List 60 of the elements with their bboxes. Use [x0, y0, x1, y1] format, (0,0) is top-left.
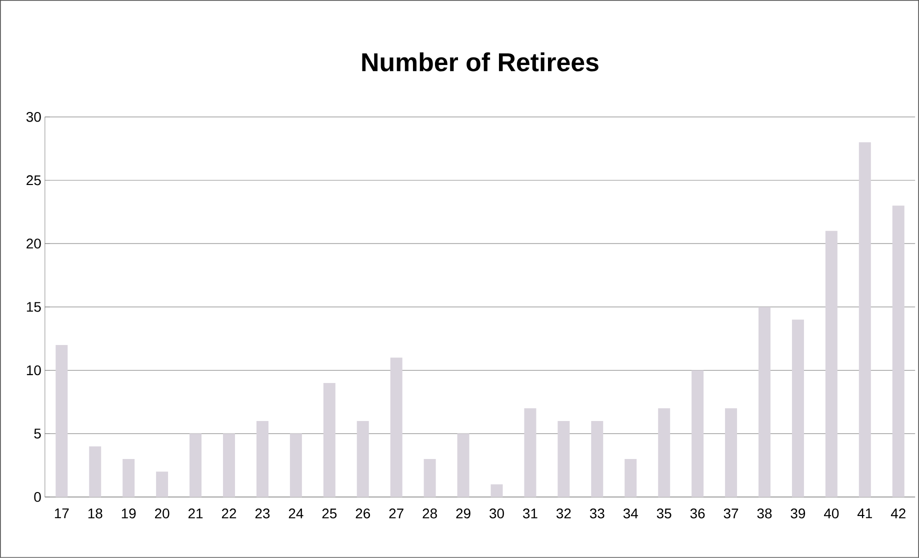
bar [524, 408, 536, 498]
bar [56, 345, 68, 498]
x-tick-label: 21 [188, 508, 203, 518]
x-tick-label: 29 [456, 508, 470, 518]
x-tick-label: 17 [54, 508, 69, 518]
bar [290, 434, 302, 498]
x-tick-label: 23 [255, 508, 270, 518]
x-tick-label: 25 [322, 508, 337, 518]
x-tick-label: 37 [724, 508, 738, 518]
y-tick-label: 30 [26, 112, 41, 122]
bar [692, 370, 704, 498]
bar [190, 434, 202, 498]
x-tick-label: 42 [890, 508, 906, 518]
x-tick-label: 18 [88, 508, 102, 518]
x-tick-label: 38 [757, 508, 772, 518]
bar [858, 142, 871, 498]
bar [390, 358, 402, 498]
x-tick-label: 41 [857, 508, 872, 518]
bar [356, 421, 369, 498]
x-tick-label: 22 [222, 508, 236, 518]
chart-title: Number of Retirees [362, 52, 598, 72]
y-tick-label: 5 [34, 428, 41, 439]
bar [490, 484, 503, 498]
bar [122, 459, 135, 498]
x-tick-label: 40 [824, 508, 839, 518]
bar [758, 307, 770, 498]
x-tick-label: 32 [556, 508, 571, 518]
bar [591, 421, 604, 498]
x-tick-label: 31 [522, 508, 538, 518]
x-tick-label: 28 [422, 508, 437, 518]
x-tick-label: 35 [656, 508, 672, 518]
bar [424, 459, 436, 498]
x-tick-label: 27 [389, 508, 404, 518]
bar [558, 421, 570, 498]
y-tick-label: 25 [26, 175, 41, 186]
bar [792, 320, 804, 498]
bar [323, 383, 336, 498]
bar [825, 230, 838, 498]
x-tick-label: 24 [288, 508, 304, 518]
x-tick-label: 36 [690, 508, 705, 518]
y-tick-label: 20 [26, 238, 41, 249]
y-tick-label: 15 [26, 302, 41, 312]
bar [222, 434, 235, 498]
bar [892, 206, 904, 498]
x-tick-label: 26 [356, 508, 370, 518]
x-tick-label: 19 [122, 508, 136, 518]
y-tick-label: 0 [34, 492, 41, 502]
x-tick-label: 39 [790, 508, 806, 518]
bar [256, 421, 268, 498]
bar [725, 408, 738, 498]
bar [156, 472, 168, 498]
bar [89, 446, 102, 498]
bar [658, 408, 670, 498]
x-tick-label: 20 [155, 508, 170, 518]
bar [624, 459, 637, 498]
x-tick-label: 34 [623, 508, 638, 518]
x-tick-label: 33 [590, 508, 604, 518]
bar [457, 434, 470, 498]
x-tick-label: 30 [490, 508, 504, 518]
y-tick-label: 10 [26, 365, 41, 376]
